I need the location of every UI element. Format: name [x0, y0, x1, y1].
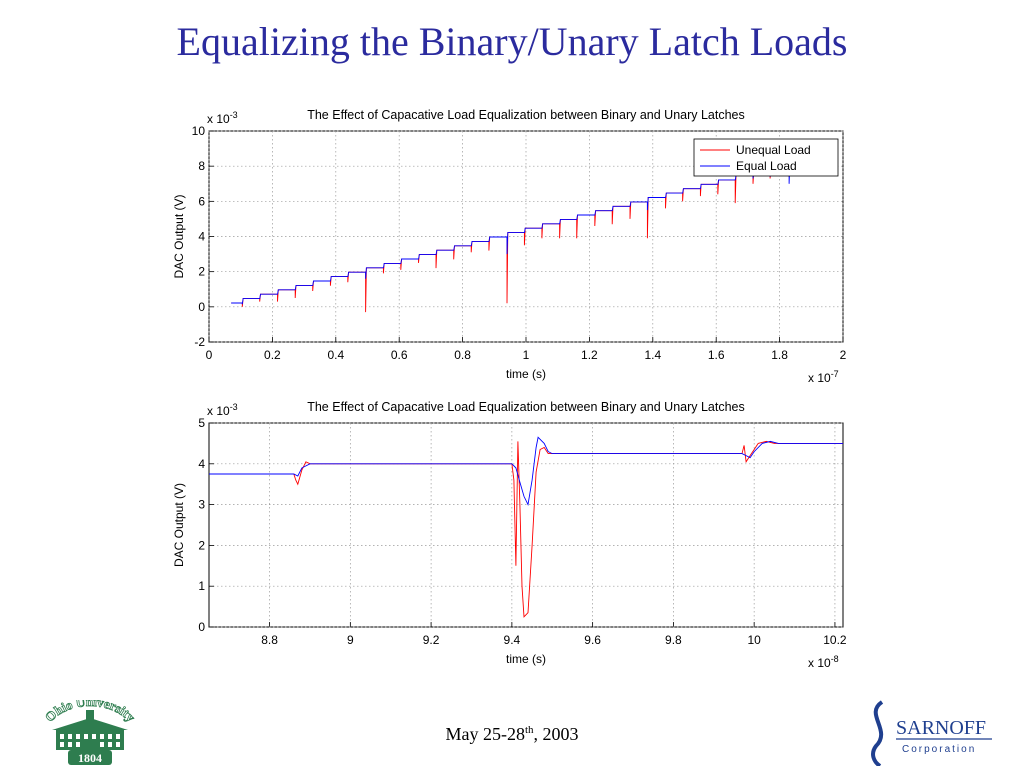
chart1-x-tick-label: 0.2	[264, 348, 281, 362]
chart2-series-equal-load	[209, 436, 843, 507]
chart1-legend-box	[693, 138, 839, 177]
chart2-x-tick-label: 9.8	[665, 633, 682, 647]
chart2-y-multiplier: x 10-3	[207, 402, 238, 418]
chart2-y-axis-label: DAC Output (V)	[172, 483, 186, 567]
chart1-x-tick-label: 0.6	[391, 348, 408, 362]
chart1-y-tick-label: 4	[198, 230, 205, 244]
chart1-y-tick-label: -2	[194, 335, 205, 349]
chart1-x-multiplier: x 10-7	[808, 369, 839, 385]
footer-date: May 25-28th, 2003	[0, 724, 1024, 745]
chart1-y-tick-label: 6	[198, 194, 205, 208]
sarnoff-logo: SARNOFF Corporation	[871, 700, 992, 766]
charts-canvas: 0 0.2 0.4 0.6 0.8 1 1.2 1.4 1.6 1.8 2-20246810The …	[172, 108, 847, 670]
chart2-series-unequal-load	[209, 440, 843, 618]
chart1-y-multiplier: x 10-3	[207, 110, 238, 126]
date-superscript: th	[524, 724, 534, 736]
chart2-x-tick-label: 9.2	[423, 633, 440, 647]
chart2-x-tick-label: 9.4	[504, 633, 521, 647]
chart2-x-tick-label: 10.2	[823, 633, 847, 647]
chart1-x-tick-label: 1	[523, 348, 530, 362]
chart1-y-tick-label: 8	[198, 159, 205, 173]
chart2-y-tick-label: 0	[198, 620, 205, 634]
chart1-x-axis-label: time (s)	[506, 367, 546, 381]
sarnoff-name: SARNOFF	[896, 717, 986, 739]
chart2-y-tick-label: 4	[198, 457, 205, 471]
date-year: , 2003	[533, 724, 579, 744]
sarnoff-subtitle: Corporation	[902, 744, 976, 755]
chart2-x-tick-label: 10	[747, 633, 761, 647]
chart2-x-tick-label: 9	[347, 633, 354, 647]
chart2-x-tick-label: 8.8	[261, 633, 278, 647]
chart2-y-tick-label: 5	[198, 416, 205, 430]
ohio-logo-year: 1804	[78, 751, 102, 765]
chart2-x-tick-label: 9.6	[584, 633, 601, 647]
chart2-y-tick-label: 1	[198, 579, 205, 593]
chart1-x-tick-label: 1.2	[581, 348, 598, 362]
chart1-y-tick-label: 2	[198, 265, 205, 279]
chart1-y-axis-label: DAC Output (V)	[172, 194, 186, 278]
chart1-title: The Effect of Capacative Load Equalizati…	[307, 108, 745, 122]
building-icon	[52, 710, 128, 750]
chart1-y-tick-label: 0	[198, 300, 205, 314]
chart1-y-tick-label: 10	[192, 124, 206, 138]
chart1-series-equal-load	[231, 161, 796, 305]
chart1-x-tick-label: 1.6	[708, 348, 725, 362]
chart2-y-tick-label: 2	[198, 538, 205, 552]
chart2-y-tick-label: 3	[198, 498, 205, 512]
chart1-x-tick-label: 0.8	[454, 348, 471, 362]
chart1-legend-label: Equal Load	[736, 159, 797, 173]
sarnoff-swoosh-icon	[871, 700, 884, 766]
chart1-x-tick-label: 0.4	[327, 348, 344, 362]
date-main: May 25-28	[445, 724, 525, 744]
chart2-title: The Effect of Capacative Load Equalizati…	[307, 400, 745, 414]
chart1-x-tick-label: 1.8	[771, 348, 788, 362]
chart2-plot-area	[208, 422, 844, 628]
slide-title: Equalizing the Binary/Unary Latch Loads	[176, 19, 848, 64]
chart1-x-tick-label: 2	[840, 348, 847, 362]
chart2-x-multiplier: x 10-8	[808, 654, 839, 670]
chart1-legend-label: Unequal Load	[736, 143, 811, 157]
year-banner	[68, 750, 112, 765]
ohio-university-logo: Ohio University 1804	[42, 700, 139, 765]
chart1-x-tick-label: 1.4	[644, 348, 661, 362]
chart1-x-tick-label: 0	[206, 348, 213, 362]
chart2-x-axis-label: time (s)	[506, 652, 546, 666]
